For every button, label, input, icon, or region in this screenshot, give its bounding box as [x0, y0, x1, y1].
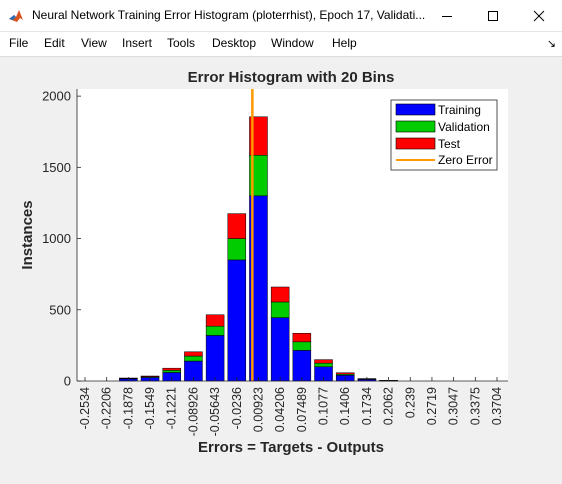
menu-bar: File Edit View Insert Tools Desktop Wind… — [0, 32, 562, 57]
x-tick-label: -0.1549 — [143, 387, 157, 429]
minimize-button[interactable] — [424, 0, 470, 31]
x-tick-label: -0.2206 — [100, 387, 114, 429]
menu-edit[interactable]: Edit — [44, 36, 65, 50]
x-axis-label: Errors = Targets - Outputs — [198, 439, 384, 456]
x-tick-label: 0.00923 — [251, 387, 265, 432]
menu-view[interactable]: View — [81, 36, 107, 50]
legend-label-validation: Validation — [438, 120, 490, 134]
bar-test-3 — [140, 375, 160, 377]
bar-validation-10 — [292, 341, 312, 351]
bar-test-6 — [205, 314, 225, 327]
x-tick-label: 0.1077 — [317, 387, 331, 425]
menu-file[interactable]: File — [9, 36, 29, 50]
legend-swatch-training — [395, 103, 436, 116]
chart-title: Error Histogram with 20 Bins — [188, 69, 395, 86]
menu-window[interactable]: Window — [271, 36, 314, 50]
x-tick-label: -0.1878 — [121, 387, 135, 429]
figure-area: 0 500 1000 1500 2000 -0.2534 -0.2206 -0.1878 -0… — [0, 57, 562, 479]
y-tick-label: 1500 — [42, 160, 71, 175]
bar-validation-7 — [227, 238, 247, 261]
menu-insert[interactable]: Insert — [122, 36, 153, 50]
bar-validation-6 — [205, 325, 225, 336]
window-title: Neural Network Training Error Histogram … — [32, 8, 426, 22]
menu-tools[interactable]: Tools — [167, 36, 196, 50]
bar-test-10 — [292, 333, 312, 343]
x-tick-label: -0.08926 — [186, 387, 200, 436]
bar-test-7 — [227, 213, 247, 239]
legend-label-training: Training — [438, 103, 481, 117]
title-bar: Neural Network Training Error Histogram … — [0, 0, 562, 32]
x-tick-label: -0.2534 — [78, 387, 92, 429]
bar-test-12 — [335, 372, 355, 375]
bar-training-6 — [205, 335, 225, 382]
menu-desktop[interactable]: Desktop — [212, 36, 257, 50]
bar-test-9 — [270, 286, 290, 303]
x-tick-label: -0.1221 — [165, 387, 179, 429]
legend: Training Validation Test Zero Error — [390, 99, 498, 171]
bar-test-4 — [162, 367, 181, 371]
legend-label-test: Test — [438, 137, 461, 151]
y-tick-label: 2000 — [42, 89, 71, 104]
bar-training-9 — [270, 317, 290, 382]
dock-arrow-icon[interactable]: ↘ — [546, 38, 556, 50]
x-tick-label: -0.05643 — [208, 387, 222, 436]
x-tick-label: 0.1406 — [338, 387, 352, 425]
y-tick-label: 1000 — [42, 231, 71, 246]
x-tick-label: 0.1734 — [360, 387, 374, 425]
bar-test-8 — [249, 116, 268, 156]
close-icon — [533, 10, 545, 21]
maximize-icon — [488, 10, 498, 21]
x-tick-label: 0.3375 — [468, 387, 482, 425]
legend-swatch-test — [395, 137, 436, 150]
bar-training-7 — [227, 259, 247, 382]
y-tick-label: 0 — [64, 374, 71, 389]
x-tick-label: 0.04206 — [273, 387, 287, 432]
x-tick-label: 0.07489 — [295, 387, 309, 432]
bar-validation-9 — [270, 301, 290, 318]
maximize-button[interactable] — [470, 0, 516, 31]
x-tick-label: -0.0236 — [230, 387, 244, 429]
legend-swatch-validation — [395, 120, 436, 133]
y-tick-label: 500 — [49, 302, 71, 317]
legend-label-zero-error: Zero Error — [438, 153, 493, 167]
bar-test-11 — [314, 359, 333, 364]
close-button[interactable] — [516, 0, 562, 31]
y-axis-label: Instances — [19, 200, 36, 269]
x-tick-label: 0.3047 — [447, 387, 461, 425]
matlab-icon — [9, 10, 23, 22]
x-tick-label: 0.2062 — [382, 387, 396, 425]
error-histogram-chart: 0 500 1000 1500 2000 -0.2534 -0.2206 -0.1878 -0… — [19, 69, 508, 456]
bar-validation-11 — [314, 362, 333, 368]
bar-training-10 — [292, 350, 312, 382]
x-tick-label: 0.3704 — [490, 387, 504, 425]
bar-validation-5 — [184, 355, 203, 362]
bar-validation-4 — [162, 370, 181, 373]
x-tick-label: 0.2719 — [425, 387, 439, 425]
menu-help[interactable]: Help — [332, 36, 357, 50]
bar-test-5 — [184, 351, 203, 357]
minimize-icon — [442, 15, 452, 17]
x-tick-label: 0.239 — [403, 387, 417, 418]
